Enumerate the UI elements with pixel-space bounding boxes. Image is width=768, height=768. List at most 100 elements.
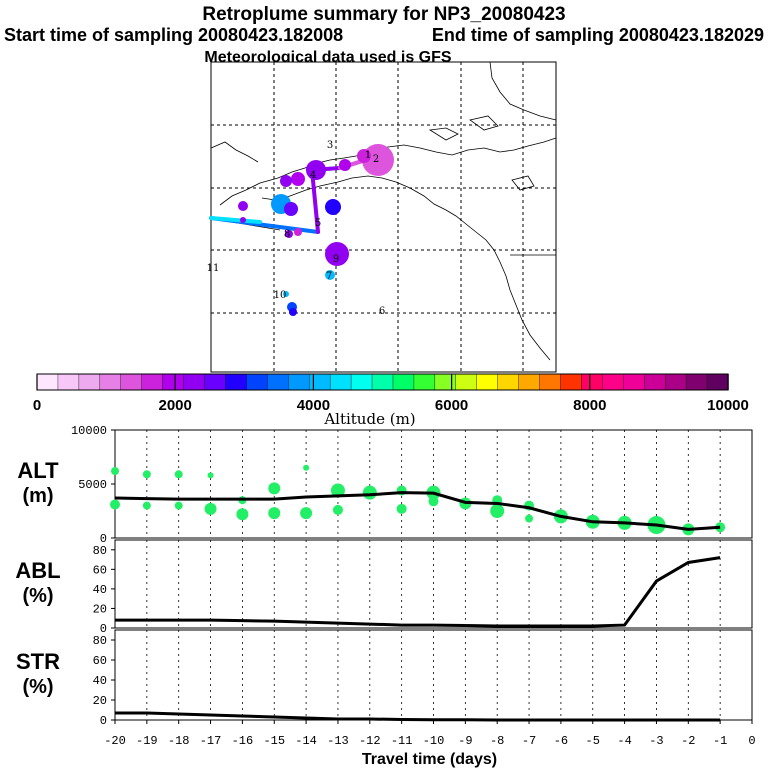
x-tick-label: -6: [554, 734, 568, 748]
colorbar-cell: [623, 373, 645, 391]
x-tick-label: -14: [295, 734, 317, 748]
colorbar-cell: [664, 373, 687, 391]
plume-marker: [325, 242, 349, 266]
scatter-point: [111, 467, 119, 476]
x-tick-label: -15: [263, 734, 285, 748]
colorbar-cell: [518, 373, 541, 391]
colorbar-cell: [78, 373, 101, 391]
colorbar-tick-label: 6000: [435, 397, 468, 414]
colorbar-cell: [99, 373, 122, 391]
panel-label: ABL: [15, 558, 60, 583]
colorbar-tick-label: 10000: [707, 397, 749, 414]
colorbar-cell: [57, 373, 80, 391]
colorbar-cell: [497, 373, 520, 391]
map-point-label: 5: [315, 218, 321, 229]
y-tick-label: 80: [93, 544, 107, 558]
map-point-label: 6: [379, 306, 385, 317]
figure-title: Retroplume summary for NP3_20080423: [202, 4, 565, 25]
scatter-point: [490, 504, 505, 518]
plume-markers: [238, 144, 394, 316]
map-point-label: 7: [326, 271, 332, 282]
island-2: [469, 115, 499, 131]
x-tick-label: -10: [423, 734, 445, 748]
colorbar-cell: [267, 373, 289, 391]
colorbar-cell: [476, 373, 499, 391]
scatter-point: [142, 470, 151, 479]
plume-marker: [339, 159, 351, 171]
colorbar-title: Altitude (m): [323, 410, 415, 428]
scatter-point: [268, 507, 281, 520]
x-tick-label: -1: [713, 734, 727, 748]
colorbar-cell: [602, 373, 625, 391]
y-tick-label: 60: [93, 563, 107, 577]
series-line: [115, 556, 721, 628]
timeseries-panels: 1000050000ALT(m)806040200ABL(%)806040200…: [15, 424, 755, 768]
panel-unit-label: (%): [22, 585, 53, 607]
panel-abl: 80 60 40 20 0 ABL(%): [15, 539, 753, 636]
colorbar-cell: [706, 373, 729, 391]
plume-marker: [285, 230, 293, 238]
plume-marker: [280, 175, 292, 187]
plume-marker: [289, 308, 297, 316]
plume-marker: [357, 149, 371, 163]
map-point-label: 1: [365, 150, 371, 161]
scatter-point: [204, 502, 217, 515]
y-tick-label: 0: [100, 714, 107, 728]
end-time-label: End time of sampling 20080423.182029: [432, 25, 764, 45]
x-tick-label: -9: [458, 734, 472, 748]
y-tick-label: 0: [100, 622, 107, 636]
colorbar-cell: [560, 373, 583, 391]
colorbar-cell: [183, 373, 206, 391]
colorbar-cell: [685, 373, 708, 391]
map-point-label: 8: [284, 229, 290, 240]
y-tick-label: 60: [93, 654, 107, 668]
plume-marker: [291, 172, 305, 186]
plume-marker: [325, 270, 335, 280]
map-point-label: 11: [207, 263, 220, 274]
y-tick-label: 40: [93, 674, 107, 688]
siberia-coast: [210, 141, 259, 163]
arctic-coast: [489, 61, 557, 121]
map-point-label: 10: [274, 290, 287, 301]
plume-map: 1 2 3 4 5 6 7 8 9 10 11: [207, 61, 557, 373]
x-tick-label: -13: [327, 734, 349, 748]
map-point-label: 4: [310, 170, 316, 181]
x-axis-label: Travel time (days): [362, 751, 497, 768]
colorbar-cell: [644, 373, 666, 391]
plume-marker: [238, 201, 248, 211]
y-tick-label: 80: [93, 634, 107, 648]
scatter-point: [142, 501, 151, 510]
plume-marker: [294, 228, 302, 236]
plume-marker: [283, 291, 289, 297]
x-tick-label: -19: [136, 734, 158, 748]
scatter-point: [300, 507, 313, 520]
x-tick-label: -12: [359, 734, 381, 748]
colorbar-cell: [581, 373, 604, 391]
map-point-label: 9: [333, 254, 339, 265]
colorbar-cell: [36, 373, 59, 391]
colorbar-tick-label: 8000: [573, 397, 606, 414]
scatter-point: [268, 482, 281, 495]
scatter-point: [110, 499, 120, 510]
colorbar-tick-label: 0: [33, 397, 41, 414]
colorbar-cell: [309, 373, 331, 391]
scatter-point: [174, 501, 183, 510]
colorbar-tick-label: 4000: [297, 397, 330, 414]
scatter-point: [174, 470, 183, 479]
x-tick-label: -16: [232, 734, 254, 748]
scatter-point: [525, 514, 534, 523]
scatter-point: [362, 485, 377, 500]
colorbar-cell: [162, 373, 185, 391]
colorbar-tick-label: 2000: [159, 397, 192, 414]
y-tick-label: 20: [93, 694, 107, 708]
panel-alt: 10000 5000 0 ALT(m): [17, 424, 753, 546]
x-tick-label: 0: [748, 734, 755, 748]
scatter-point: [330, 483, 345, 498]
colorbar-cell: [392, 373, 415, 391]
x-tick-label: -4: [617, 734, 631, 748]
panel-unit-label: (%): [22, 676, 53, 698]
trajectory-mid: [209, 216, 262, 224]
colorbar-cell: [539, 373, 562, 391]
colorbar-cell: [204, 373, 227, 391]
